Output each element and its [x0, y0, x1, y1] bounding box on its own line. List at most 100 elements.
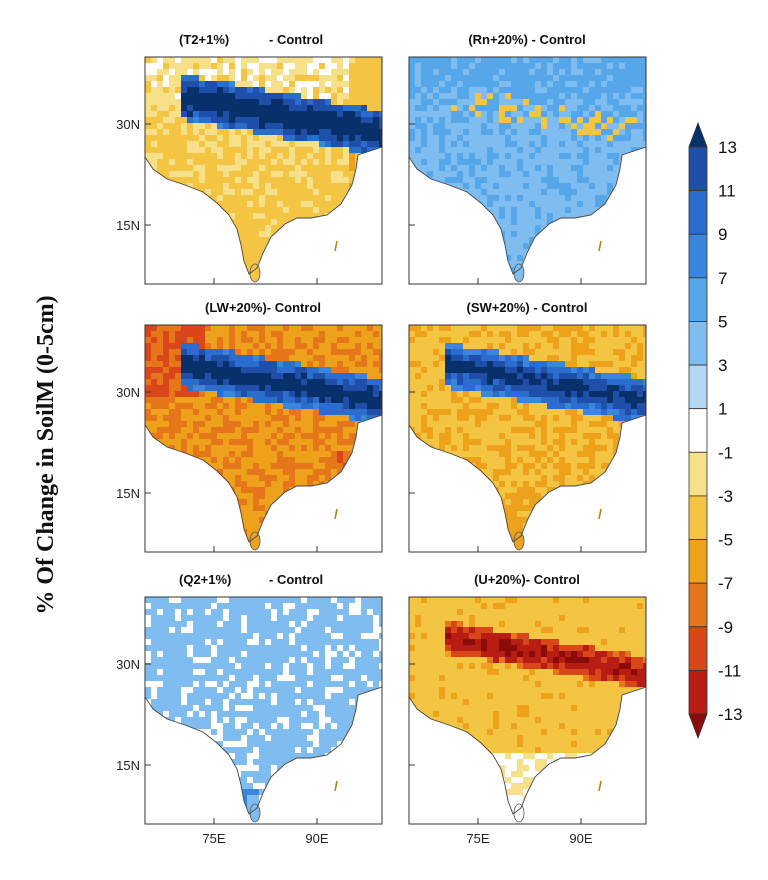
field-cell: [553, 373, 560, 380]
field-cell: [373, 361, 380, 368]
field-cell: [199, 123, 206, 130]
field-cell: [427, 93, 434, 100]
field-cell: [367, 373, 374, 380]
field-cell: [319, 99, 326, 106]
field-cell: [337, 141, 344, 148]
field-cell: [283, 201, 290, 208]
field-cell: [577, 81, 584, 88]
field-cell: [643, 325, 646, 332]
field-cell: [301, 153, 308, 160]
field-cell: [463, 129, 470, 136]
field-cell: [325, 183, 332, 190]
field-cell: [553, 379, 560, 386]
field-cell: [211, 325, 218, 332]
field-cell: [637, 87, 644, 94]
field-cell: [505, 57, 512, 64]
field-cell: [247, 69, 254, 76]
field-cell: [601, 189, 608, 196]
field-cell: [223, 99, 230, 106]
field-cell: [295, 99, 302, 106]
field-cell: [187, 325, 194, 332]
field-cell: [475, 63, 482, 70]
field-cell: [217, 111, 224, 118]
field-cell: [319, 361, 326, 368]
field-cell: [331, 355, 338, 362]
field-cell: [451, 171, 458, 178]
field-cell: [151, 87, 158, 94]
field-cell: [349, 165, 356, 172]
field-cell: [589, 325, 596, 332]
field-cell: [595, 165, 602, 172]
field-cell: [289, 331, 296, 338]
field-cell: [601, 361, 608, 368]
field-cell: [493, 75, 500, 82]
field-cell: [535, 349, 542, 356]
field-cell: [577, 373, 584, 380]
field-cell: [475, 171, 482, 178]
field-cell: [547, 349, 554, 356]
field-cell: [631, 349, 638, 356]
field-cell: [163, 81, 170, 88]
field-cell: [217, 421, 224, 428]
field-cell: [289, 123, 296, 130]
field-cell: [529, 343, 536, 350]
field-cell: [283, 117, 290, 124]
field-cell: [487, 171, 494, 178]
field-cell: [379, 93, 382, 100]
field-cell: [277, 445, 284, 452]
field-cell: [217, 141, 224, 148]
field-cell: [259, 493, 266, 500]
field-cell: [367, 81, 374, 88]
field-cell: [613, 93, 620, 100]
field-cell: [517, 361, 524, 368]
field-cell: [157, 111, 164, 118]
field-cell: [217, 385, 224, 392]
field-cell: [553, 147, 560, 154]
field-cell: [169, 331, 176, 338]
field-cell: [553, 87, 560, 94]
field-cell: [565, 331, 572, 338]
field-cell: [145, 421, 152, 428]
field-cell: [175, 117, 182, 124]
field-cell: [187, 99, 194, 106]
field-cell: [265, 57, 272, 64]
field-cell: [187, 171, 194, 178]
field-cell: [583, 63, 590, 70]
field-cell: [499, 331, 506, 338]
field-cell: [553, 81, 560, 88]
field-cell: [433, 153, 440, 160]
field-cell: [241, 87, 248, 94]
field-cell: [145, 81, 152, 88]
field-cell: [607, 105, 614, 112]
field-cell: [445, 153, 452, 160]
field-cell: [439, 325, 446, 332]
field-cell: [463, 69, 470, 76]
field-cell: [283, 403, 290, 410]
field-cell: [175, 159, 182, 166]
field-cell: [181, 165, 188, 172]
field-cell: [541, 105, 548, 112]
field-cell: [223, 195, 230, 202]
field-cell: [349, 87, 356, 94]
field-cell: [247, 129, 254, 136]
field-cell: [553, 111, 560, 118]
field-cell: [211, 367, 218, 374]
field-cell: [367, 123, 374, 130]
field-cell: [361, 343, 368, 350]
field-cell: [163, 421, 170, 428]
field-cell: [163, 141, 170, 148]
field-cell: [571, 355, 578, 362]
field-cell: [289, 481, 296, 488]
field-cell: [373, 355, 380, 362]
field-cell: [511, 141, 518, 148]
field-cell: [211, 111, 218, 118]
field-cell: [283, 141, 290, 148]
field-cell: [445, 367, 452, 374]
field-cell: [415, 147, 422, 154]
field-cell: [607, 331, 614, 338]
field-cell: [187, 379, 194, 386]
field-cell: [409, 349, 416, 356]
field-cell: [427, 159, 434, 166]
field-cell: [487, 361, 494, 368]
